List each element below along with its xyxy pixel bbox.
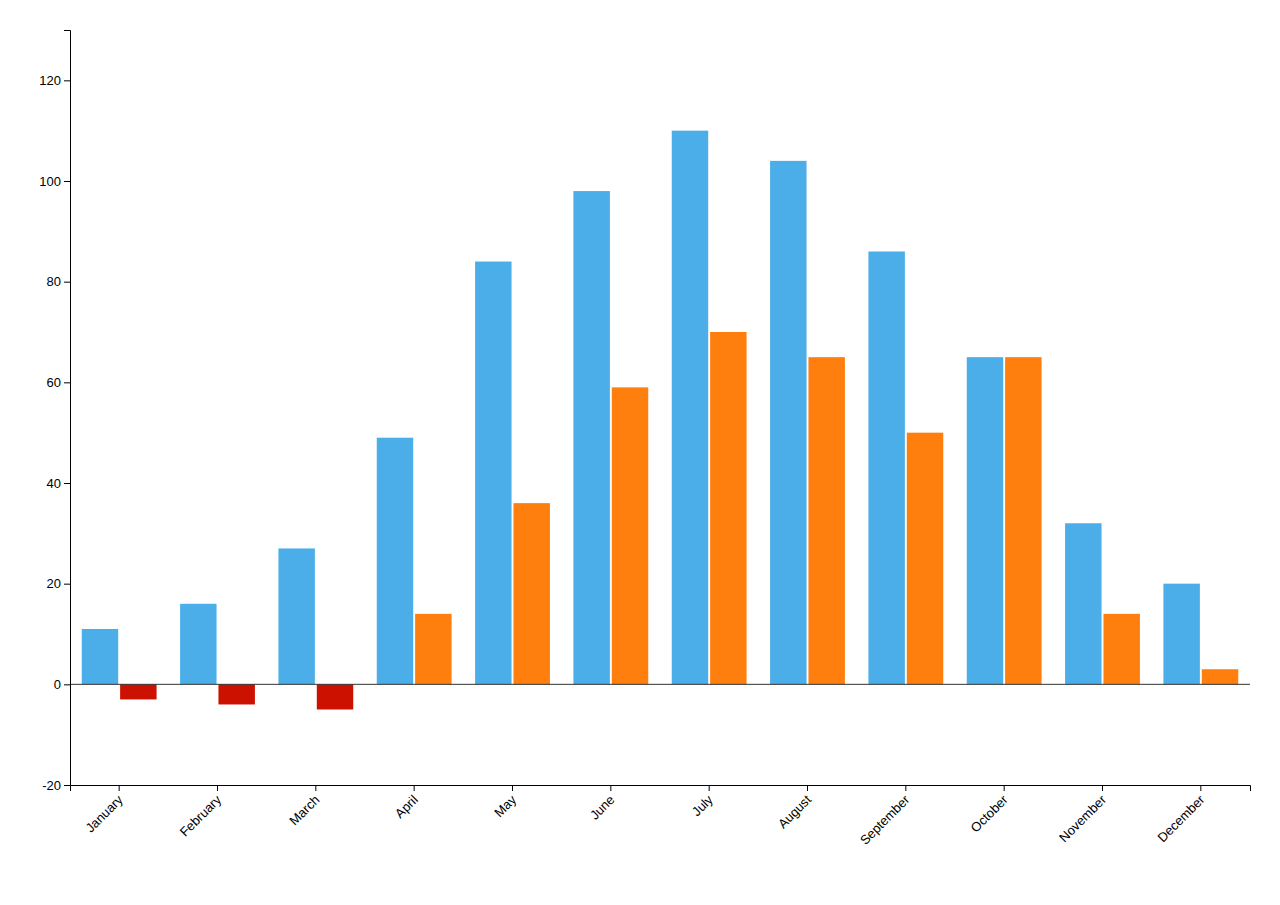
x-tick-mark: [512, 785, 513, 791]
bar: [1065, 523, 1101, 684]
x-tick-label: March: [286, 792, 322, 828]
bar: [1103, 614, 1139, 684]
y-tick: 80: [47, 274, 70, 289]
x-tick-label: September: [857, 792, 913, 848]
y-tick-label: -20: [42, 778, 61, 793]
x-tick-label: May: [491, 792, 519, 820]
bar: [218, 684, 254, 704]
x-tick-label: February: [177, 792, 225, 840]
bar: [1163, 584, 1199, 685]
bar: [868, 251, 904, 684]
y-tick-label: 80: [47, 274, 61, 289]
bar: [612, 387, 648, 684]
x-tick-label: August: [775, 792, 814, 831]
y-tick-mark: [64, 282, 70, 283]
y-tick-mark: [64, 382, 70, 383]
x-tick: September: [857, 785, 913, 848]
y-tick-label: 120: [39, 73, 61, 88]
x-tick: April: [392, 785, 421, 821]
x-axis-line: [71, 786, 1251, 792]
y-tick: 0: [54, 677, 70, 692]
bar: [967, 357, 1003, 684]
x-tick-label: November: [1056, 792, 1109, 845]
x-tick-label: July: [689, 792, 716, 819]
x-tick-label: December: [1154, 792, 1207, 845]
x-tick: August: [775, 785, 814, 831]
y-tick: 40: [47, 476, 70, 491]
x-tick: June: [587, 785, 618, 823]
y-tick-label: 0: [54, 677, 61, 692]
x-tick: February: [177, 785, 225, 839]
x-tick: May: [491, 785, 519, 820]
y-axis-line: [64, 31, 71, 786]
bar: [82, 629, 118, 684]
plot: -20 0 20 40 60 80 100 120 January February March Ap…: [39, 31, 1250, 848]
bar: [377, 438, 413, 685]
y-tick-label: 40: [47, 476, 61, 491]
bar: [180, 604, 216, 685]
y-tick-mark: [64, 181, 70, 182]
x-tick-mark: [905, 785, 906, 791]
bar: [907, 433, 943, 685]
x-tick: November: [1056, 785, 1109, 845]
y-tick: 20: [47, 576, 70, 591]
bar: [120, 684, 156, 699]
chart: -20 0 20 40 60 80 100 120 January February March Ap…: [0, 0, 1280, 905]
x-tick-mark: [709, 785, 710, 791]
y-tick: 60: [47, 375, 70, 390]
y-tick-label: 60: [47, 375, 61, 390]
x-tick: December: [1154, 785, 1207, 845]
x-tick-label: October: [968, 792, 1012, 836]
y-tick-mark: [64, 785, 70, 786]
x-tick: October: [968, 785, 1012, 835]
x-axis: January February March April May June July Augu…: [71, 785, 1251, 848]
y-tick-label: 20: [47, 576, 61, 591]
x-tick-mark: [1004, 785, 1005, 791]
bar: [317, 684, 353, 709]
x-tick-label: April: [392, 792, 421, 821]
x-tick: January: [83, 785, 127, 835]
y-tick-mark: [64, 584, 70, 585]
y-tick-label: 100: [39, 174, 61, 189]
bar: [672, 131, 708, 685]
bars: [82, 131, 1238, 710]
x-tick: July: [689, 785, 716, 819]
x-tick-mark: [610, 785, 611, 791]
y-axis: -20 0 20 40 60 80 100 120: [39, 31, 70, 793]
bar: [475, 262, 511, 685]
y-tick-mark: [64, 684, 70, 685]
bar: [1202, 669, 1238, 684]
bar: [513, 503, 549, 684]
bar: [770, 161, 806, 684]
bar: [710, 332, 746, 684]
y-tick-mark: [64, 483, 70, 484]
bar: [573, 191, 609, 684]
x-tick-mark: [414, 785, 415, 791]
x-tick-label: January: [83, 792, 127, 836]
y-tick: 100: [39, 174, 70, 189]
x-tick-mark: [217, 785, 218, 791]
bar: [808, 357, 844, 684]
x-tick-mark: [1200, 785, 1201, 791]
y-tick-mark: [64, 80, 70, 81]
bar: [1005, 357, 1041, 684]
x-tick-mark: [807, 785, 808, 791]
x-tick: March: [286, 785, 322, 828]
y-tick: -20: [42, 778, 70, 793]
x-tick-mark: [315, 785, 316, 791]
x-tick-mark: [1102, 785, 1103, 791]
x-tick-label: June: [587, 792, 618, 823]
baseline: [70, 684, 1250, 685]
bar: [278, 548, 314, 684]
y-tick: 120: [39, 73, 70, 88]
x-tick-mark: [119, 785, 120, 791]
bar: [415, 614, 451, 684]
